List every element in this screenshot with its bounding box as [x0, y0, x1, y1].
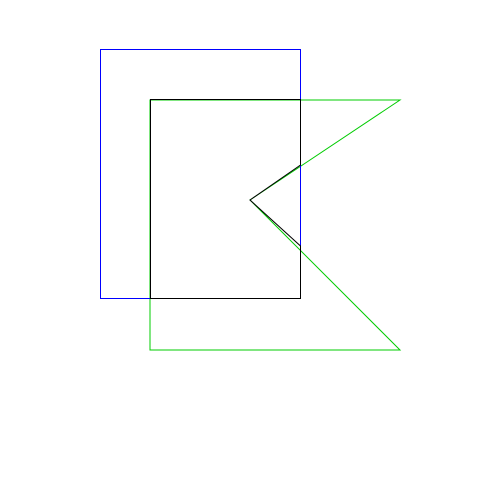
black-polygon [150, 99, 301, 299]
blue-rectangle [100, 49, 301, 299]
green-polygon [149, 99, 402, 351]
